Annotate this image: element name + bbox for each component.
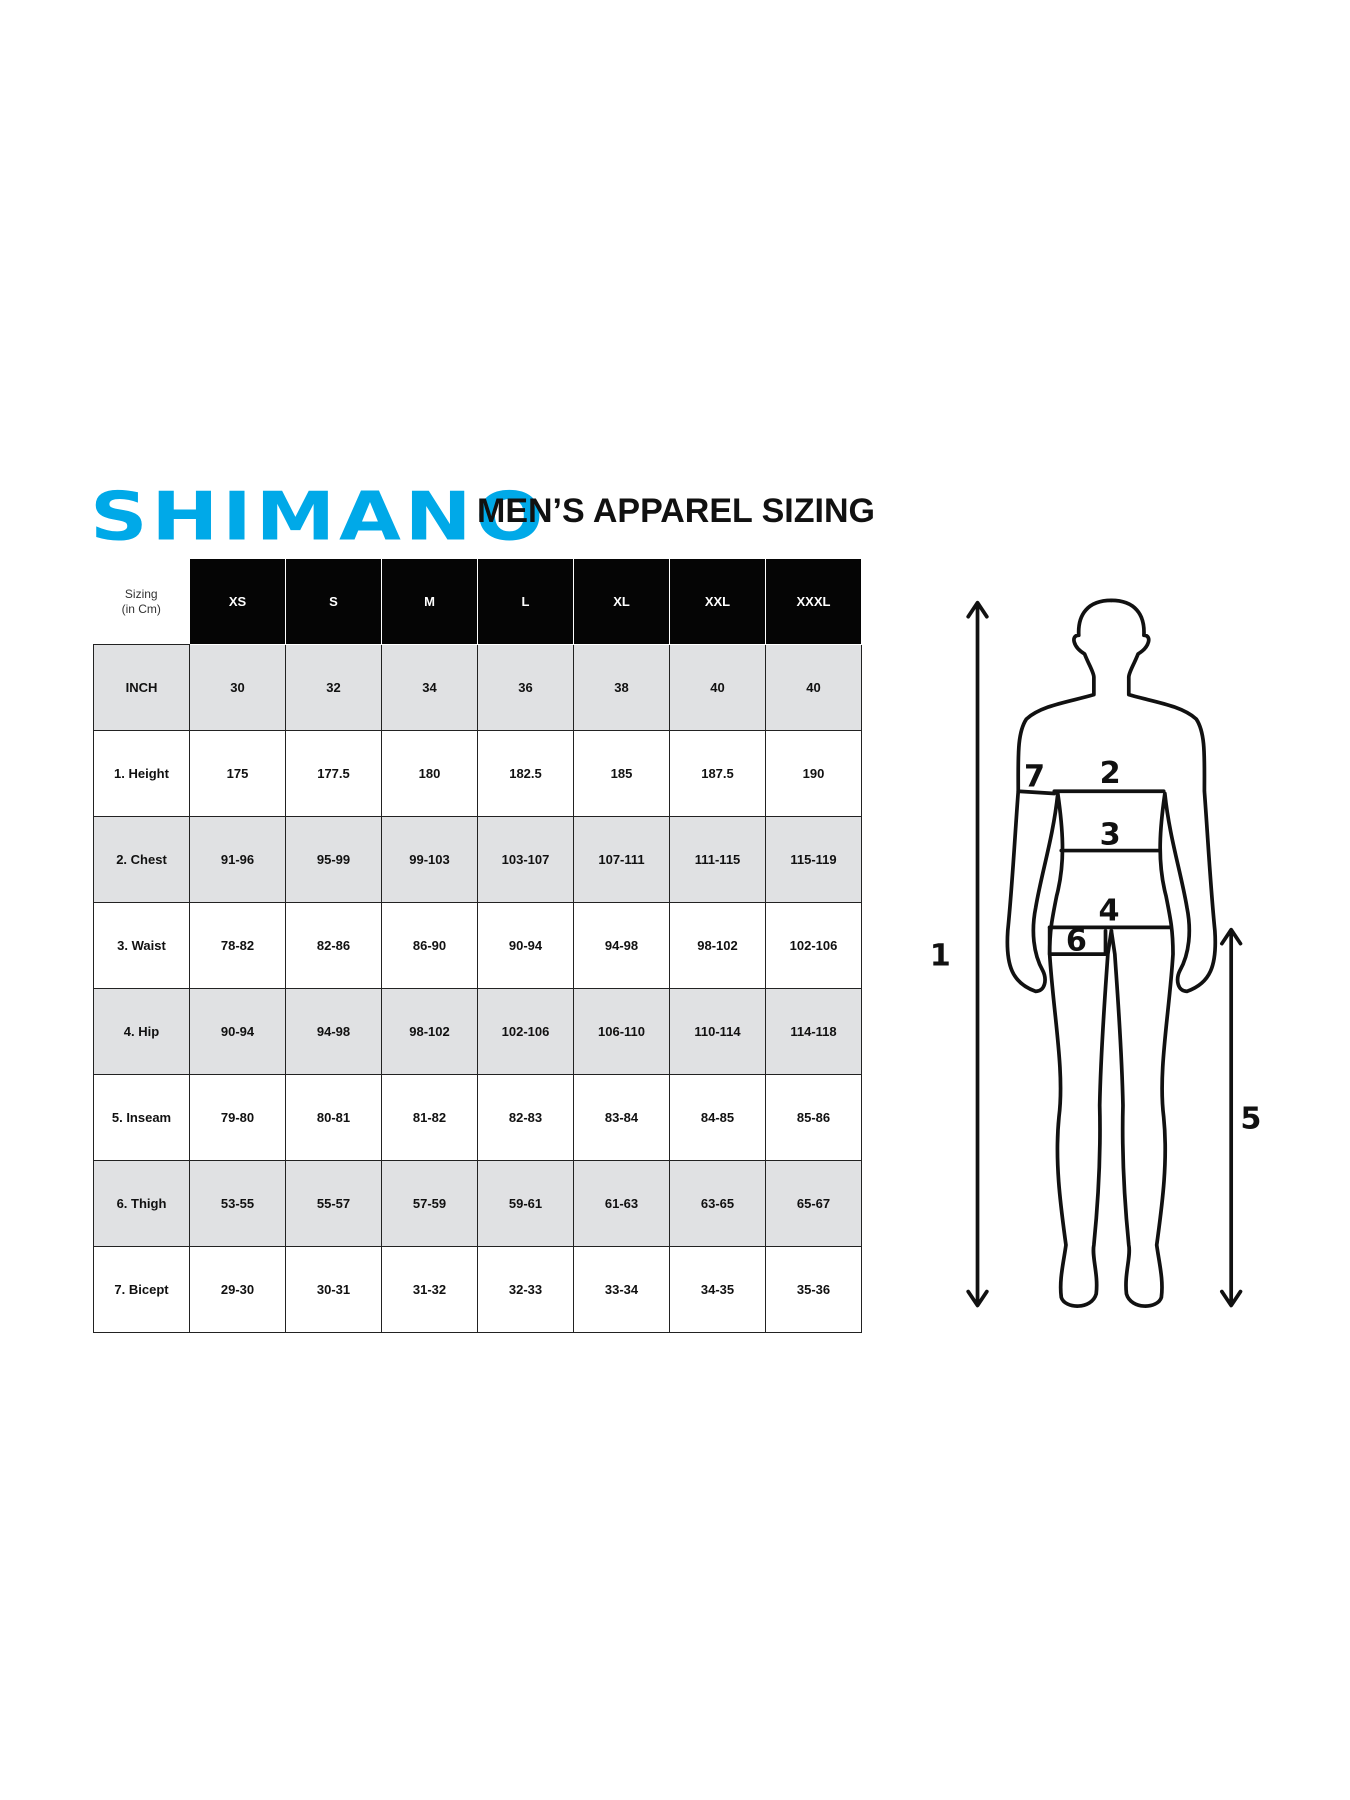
table-cell: 180 — [381, 730, 478, 817]
page-title: MEN’S APPAREL SIZING — [477, 492, 875, 530]
label-chest: 2 — [1100, 756, 1121, 791]
table-cell: 40 — [669, 644, 766, 731]
size-header-xs: XS — [189, 559, 286, 645]
table-cell: 35-36 — [765, 1246, 862, 1333]
table-cell: 32 — [285, 644, 382, 731]
table-cell: 36 — [477, 644, 574, 731]
table-cell: 182.5 — [477, 730, 574, 817]
table-cell: 85-86 — [765, 1074, 862, 1161]
row-label: 7. Bicept — [93, 1246, 190, 1333]
table-cell: 55-57 — [285, 1160, 382, 1247]
table-cell: 38 — [573, 644, 670, 731]
label-thigh: 6 — [1066, 924, 1087, 959]
table-cell: 82-83 — [477, 1074, 574, 1161]
shimano-logo: SHIMANO — [90, 478, 548, 557]
table-cell: 82-86 — [285, 902, 382, 989]
table-cell: 94-98 — [285, 988, 382, 1075]
table-cell: 59-61 — [477, 1160, 574, 1247]
row-label: 6. Thigh — [93, 1160, 190, 1247]
table-row: 1. Height 175 177.5 180 182.5 185 187.5 190 — [93, 730, 862, 817]
label-height: 1 — [930, 939, 951, 974]
table-cell: 29-30 — [189, 1246, 286, 1333]
table-row: 6. Thigh 53-55 55-57 57-59 59-61 61-63 63-65 65… — [93, 1160, 862, 1247]
table-cell: 79-80 — [189, 1074, 286, 1161]
table-cell: 98-102 — [669, 902, 766, 989]
table-row: 3. Waist 78-82 82-86 86-90 90-94 94-98 98-102 1… — [93, 902, 862, 989]
table-cell: 80-81 — [285, 1074, 382, 1161]
table-row: 4. Hip 90-94 94-98 98-102 102-106 106-110 110-… — [93, 988, 862, 1075]
table-cell: 177.5 — [285, 730, 382, 817]
table-cell: 57-59 — [381, 1160, 478, 1247]
table-row: 5. Inseam 79-80 80-81 81-82 82-83 83-84 84-85 8… — [93, 1074, 862, 1161]
table-cell: 65-67 — [765, 1160, 862, 1247]
table-cell: 53-55 — [189, 1160, 286, 1247]
table-cell: 102-106 — [477, 988, 574, 1075]
table-cell: 99-103 — [381, 816, 478, 903]
bicep-line — [1016, 789, 1057, 796]
table-cell: 114-118 — [765, 988, 862, 1075]
table-cell: 185 — [573, 730, 670, 817]
label-hip: 4 — [1098, 893, 1119, 928]
label-waist: 3 — [1100, 818, 1121, 853]
table-row: 2. Chest 91-96 95-99 99-103 103-107 107-111 11… — [93, 816, 862, 903]
table-cell: 31-32 — [381, 1246, 478, 1333]
size-header-xxxl: XXXL — [765, 559, 862, 645]
table-cell: 107-111 — [573, 816, 670, 903]
table-cell: 81-82 — [381, 1074, 478, 1161]
row-label: 2. Chest — [93, 816, 190, 903]
table-cell: 98-102 — [381, 988, 478, 1075]
size-chart-table: Sizing (in Cm) XS S M L XL XXL XXXL INCH 30 32 34 3… — [93, 559, 862, 1333]
table-cell: 30 — [189, 644, 286, 731]
label-bicep: 7 — [1024, 760, 1045, 795]
table-cell: 90-94 — [477, 902, 574, 989]
table-cell: 102-106 — [765, 902, 862, 989]
height-arrow — [966, 600, 989, 1308]
table-cell: 106-110 — [573, 988, 670, 1075]
label-inseam: 5 — [1240, 1102, 1261, 1137]
table-row: 7. Bicept 29-30 30-31 31-32 32-33 33-34 34-35 3… — [93, 1246, 862, 1333]
size-header-xxl: XXL — [669, 559, 766, 645]
size-header-row: Sizing (in Cm) XS S M L XL XXL XXXL — [93, 559, 862, 645]
table-cell: 94-98 — [573, 902, 670, 989]
size-header-m: M — [381, 559, 478, 645]
row-label: 3. Waist — [93, 902, 190, 989]
table-cell: 103-107 — [477, 816, 574, 903]
table-cell: 78-82 — [189, 902, 286, 989]
table-cell: 91-96 — [189, 816, 286, 903]
table-cell: 63-65 — [669, 1160, 766, 1247]
table-cell: 34 — [381, 644, 478, 731]
table-cell: 30-31 — [285, 1246, 382, 1333]
table-row: INCH 30 32 34 36 38 40 40 — [93, 644, 862, 731]
sizing-unit-label: Sizing (in Cm) — [93, 559, 190, 645]
size-header-l: L — [477, 559, 574, 645]
table-cell: 34-35 — [669, 1246, 766, 1333]
table-cell: 40 — [765, 644, 862, 731]
table-cell: 61-63 — [573, 1160, 670, 1247]
thigh-box — [1047, 925, 1108, 956]
inseam-arrow — [1220, 927, 1243, 1308]
table-cell: 84-85 — [669, 1074, 766, 1161]
table-cell: 110-114 — [669, 988, 766, 1075]
row-label: INCH — [93, 644, 190, 731]
table-cell: 95-99 — [285, 816, 382, 903]
body-outline — [1005, 598, 1218, 1308]
